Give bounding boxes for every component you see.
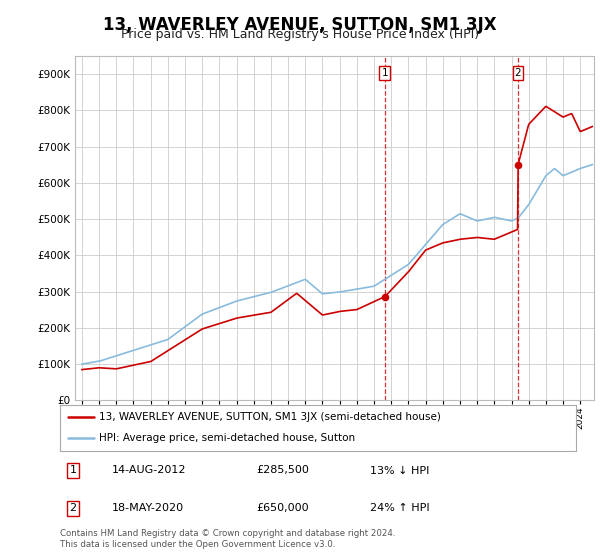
Text: 1: 1	[70, 465, 76, 475]
Text: 13, WAVERLEY AVENUE, SUTTON, SM1 3JX: 13, WAVERLEY AVENUE, SUTTON, SM1 3JX	[103, 16, 497, 34]
Point	[513, 160, 523, 169]
Text: Contains HM Land Registry data © Crown copyright and database right 2024.
This d: Contains HM Land Registry data © Crown c…	[60, 529, 395, 549]
Text: 13% ↓ HPI: 13% ↓ HPI	[370, 465, 429, 475]
Point	[380, 292, 389, 301]
Text: £285,500: £285,500	[256, 465, 309, 475]
Text: 13, WAVERLEY AVENUE, SUTTON, SM1 3JX (semi-detached house): 13, WAVERLEY AVENUE, SUTTON, SM1 3JX (se…	[98, 412, 440, 422]
Text: 18-MAY-2020: 18-MAY-2020	[112, 503, 184, 514]
Text: 14-AUG-2012: 14-AUG-2012	[112, 465, 186, 475]
Text: Price paid vs. HM Land Registry's House Price Index (HPI): Price paid vs. HM Land Registry's House …	[121, 28, 479, 41]
Text: 24% ↑ HPI: 24% ↑ HPI	[370, 503, 429, 514]
Text: 2: 2	[70, 503, 76, 514]
Text: 2: 2	[515, 68, 521, 78]
Text: £650,000: £650,000	[256, 503, 309, 514]
Text: 1: 1	[382, 68, 388, 78]
Text: HPI: Average price, semi-detached house, Sutton: HPI: Average price, semi-detached house,…	[98, 433, 355, 444]
